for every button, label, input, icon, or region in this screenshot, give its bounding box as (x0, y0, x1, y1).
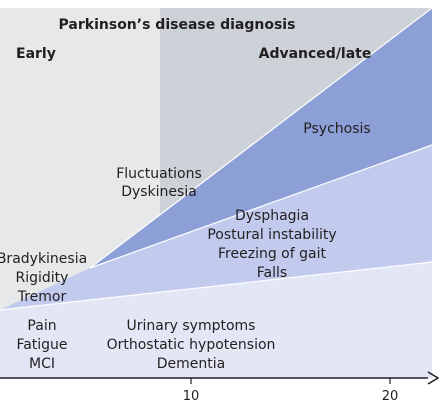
dementia-label: Dementia (157, 356, 225, 372)
band-middle (0, 145, 432, 310)
band-base (0, 262, 432, 378)
band-line-3 (89, 7, 433, 269)
band-line-2 (89, 144, 433, 269)
dysphagia-label: Dysphagia (235, 208, 309, 224)
band-line-1 (0, 261, 433, 311)
freezing-of-gait-label: Freezing of gait (218, 246, 326, 262)
psychosis-label: Psychosis (303, 121, 370, 137)
bradykinesia-label: Bradykinesia (0, 251, 87, 267)
diagram-title: Parkinson’s disease diagnosis (59, 17, 296, 33)
fluctuations-label: Fluctuations (116, 166, 202, 182)
orthostatic-hypotension-label: Orthostatic hypotension (107, 337, 276, 353)
dyskinesia-label: Dyskinesia (121, 184, 197, 200)
urinary-symptoms-label: Urinary symptoms (127, 318, 256, 334)
tremor-label: Tremor (17, 289, 67, 305)
postural-instability-label: Postural instability (207, 227, 336, 243)
fatigue-label: Fatigue (16, 337, 67, 353)
x-axis-arrow (427, 371, 439, 385)
rigidity-label: Rigidity (16, 270, 69, 286)
phase-advanced-label: Advanced/late (259, 46, 372, 62)
phase-early-label: Early (16, 46, 56, 62)
x-axis-tick-label-10: 10 (183, 389, 200, 404)
pain-label: Pain (27, 318, 56, 334)
mci-label: MCI (29, 356, 55, 372)
falls-label: Falls (257, 265, 287, 281)
x-axis-tick-label-20: 20 (382, 389, 399, 404)
